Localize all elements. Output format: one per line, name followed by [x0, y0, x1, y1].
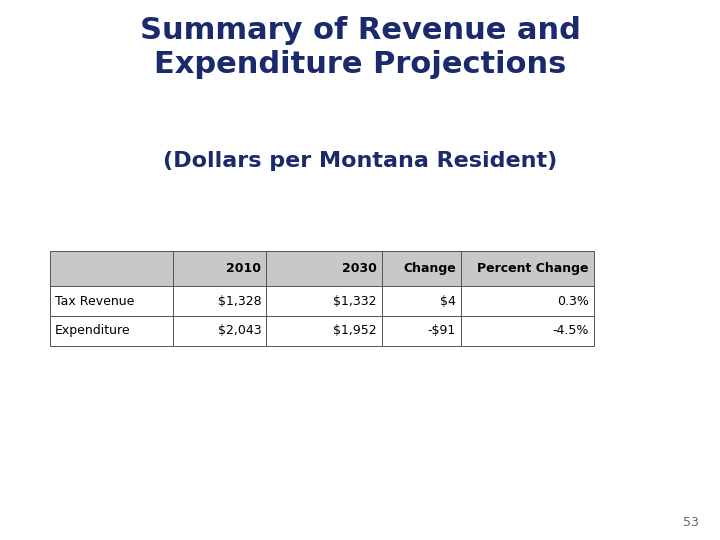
Text: 2010: 2010: [226, 262, 261, 275]
Text: (Dollars per Montana Resident): (Dollars per Montana Resident): [163, 151, 557, 171]
Bar: [50, 316, 173, 346]
Text: 2030: 2030: [342, 262, 377, 275]
Bar: [461, 316, 594, 346]
Text: $2,043: $2,043: [217, 324, 261, 338]
Bar: [382, 316, 461, 346]
Text: -4.5%: -4.5%: [552, 324, 589, 338]
Bar: [461, 251, 594, 286]
Text: -$91: -$91: [428, 324, 456, 338]
Text: 53: 53: [683, 516, 698, 529]
Text: 0.3%: 0.3%: [557, 294, 589, 308]
Text: Percent Change: Percent Change: [477, 262, 589, 275]
Text: Summary of Revenue and
Expenditure Projections: Summary of Revenue and Expenditure Proje…: [140, 16, 580, 79]
Bar: [173, 286, 266, 316]
Text: Expenditure: Expenditure: [55, 324, 130, 338]
Bar: [461, 286, 594, 316]
Bar: [266, 251, 382, 286]
Bar: [382, 251, 461, 286]
Bar: [50, 251, 173, 286]
Text: $1,952: $1,952: [333, 324, 377, 338]
Text: $1,332: $1,332: [333, 294, 377, 308]
Bar: [173, 251, 266, 286]
Bar: [266, 286, 382, 316]
Bar: [266, 316, 382, 346]
Bar: [50, 286, 173, 316]
Text: $4: $4: [440, 294, 456, 308]
Bar: [173, 316, 266, 346]
Bar: [382, 286, 461, 316]
Text: $1,328: $1,328: [217, 294, 261, 308]
Text: Tax Revenue: Tax Revenue: [55, 294, 134, 308]
Text: Change: Change: [403, 262, 456, 275]
